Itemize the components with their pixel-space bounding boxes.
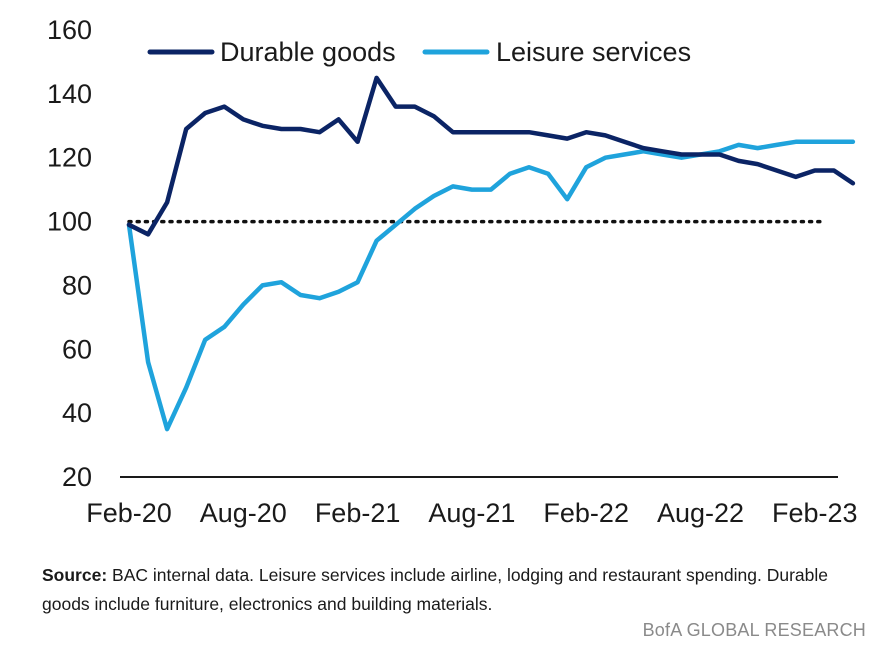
y-tick-label: 120	[47, 143, 92, 173]
x-tick-label: Feb-22	[543, 498, 629, 528]
x-tick-label: Feb-20	[86, 498, 172, 528]
x-tick-label: Feb-23	[772, 498, 858, 528]
x-tick-label: Aug-20	[200, 498, 287, 528]
x-tick-label: Feb-21	[315, 498, 401, 528]
x-tick-label: Aug-21	[428, 498, 515, 528]
x-axis-ticks: Feb-20 Aug-20 Feb-21 Aug-21 Feb-22 Aug-22 Feb-…	[86, 498, 857, 528]
series-line-leisure-services	[126, 139, 856, 432]
source-label: Source:	[42, 565, 108, 585]
y-tick-label: 80	[62, 270, 92, 300]
source-note: Source: BAC internal data. Leisure servi…	[42, 561, 842, 619]
y-axis-ticks: 20 40 60 80 100 120 140 160	[47, 15, 92, 492]
line-chart: 20 40 60 80 100 120 140 160 Feb-20 Aug-20 Feb-21 A…	[47, 15, 858, 528]
y-tick-label: 40	[62, 398, 92, 428]
y-tick-label: 60	[62, 334, 92, 364]
y-tick-label: 160	[47, 15, 92, 45]
source-text: BAC internal data. Leisure services incl…	[42, 565, 828, 614]
legend: Durable goods Leisure services	[147, 37, 691, 67]
x-tick-label: Aug-22	[657, 498, 744, 528]
y-tick-label: 20	[62, 462, 92, 492]
brand-footer: BofA GLOBAL RESEARCH	[642, 620, 866, 640]
series-line-durable-goods	[126, 75, 856, 237]
y-tick-label: 140	[47, 79, 92, 109]
legend-label: Durable goods	[220, 37, 396, 67]
y-tick-label: 100	[47, 207, 92, 237]
series-layer	[126, 75, 856, 432]
legend-label: Leisure services	[496, 37, 691, 67]
